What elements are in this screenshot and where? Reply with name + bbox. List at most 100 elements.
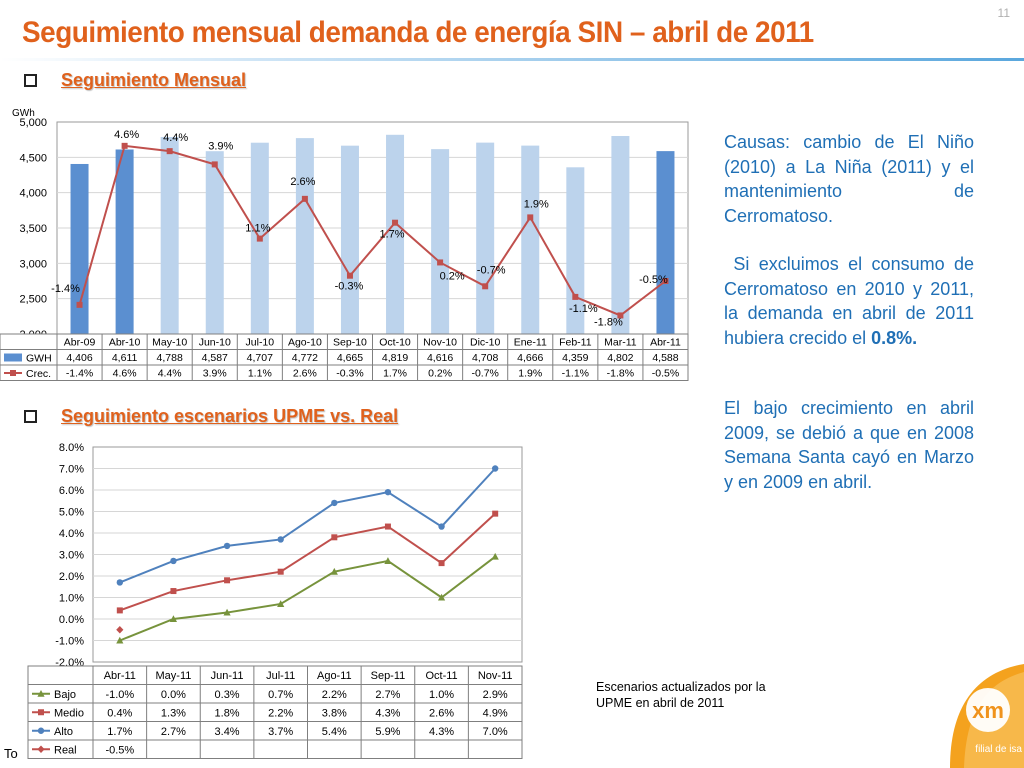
growth-point — [617, 312, 624, 319]
point-bajo — [277, 600, 285, 607]
series-line-medio — [119, 512, 496, 612]
table-crec-value: -1.1% — [562, 368, 589, 380]
monthly-demand-chart: GWh2,0002,5003,0003,5004,0004,5005,000-1… — [0, 108, 689, 381]
point-alto — [116, 579, 124, 586]
growth-point — [121, 142, 128, 149]
table-value-real: -0.5% — [105, 744, 134, 756]
y-tick-label: 6.0% — [59, 485, 84, 497]
table-value-alto: 5.9% — [375, 726, 400, 738]
y-tick-label: 3.0% — [59, 550, 84, 562]
table-gwh-value: 4,611 — [112, 352, 138, 364]
point-alto — [170, 557, 177, 565]
table-gwh-value: 4,772 — [292, 352, 318, 364]
x-category-label: Jun-10 — [199, 337, 231, 349]
bar-sep-10 — [340, 145, 359, 334]
x-category-label: Jul-10 — [246, 337, 275, 349]
table-value-medio: 3.8% — [322, 707, 347, 719]
x-category-label: Mar-11 — [604, 337, 637, 349]
table-value-medio: 1.8% — [215, 707, 240, 719]
x-category-label: Feb-11 — [559, 337, 592, 349]
y-tick-label: 0.0% — [59, 614, 84, 626]
growth-line — [78, 144, 667, 317]
y-tick-label: 2.0% — [59, 571, 84, 583]
growth-data-label: -1.4% — [51, 283, 80, 295]
table-value-bajo: 2.9% — [483, 689, 508, 701]
x-category-label: Sep-10 — [333, 337, 367, 349]
legend-gwh-label: GWH — [26, 353, 52, 365]
title-underline — [0, 58, 1024, 61]
x-category-label: Abr-11 — [650, 337, 681, 349]
growth-point — [166, 148, 173, 155]
logo-wordmark: xm — [972, 698, 1004, 723]
point-alto — [223, 542, 231, 550]
table-crec-value: 2.6% — [293, 368, 317, 380]
table-gwh-value: 4,359 — [562, 352, 588, 364]
growth-data-label: -0.5% — [639, 274, 668, 286]
side-causes-text: Causas: cambio de El Niño (2010) a La Ni… — [724, 130, 974, 228]
growth-data-label: 3.9% — [208, 140, 233, 152]
y-tick-label: 4.0% — [59, 528, 84, 540]
table-gwh-value: 4,666 — [517, 352, 543, 364]
side-excluding-value: 0.8%. — [871, 327, 918, 348]
series-line-bajo — [119, 555, 496, 642]
bar-oct-10 — [386, 134, 405, 334]
table-crec-value: -1.4% — [66, 368, 93, 380]
point-alto — [491, 465, 499, 472]
bar-abr-11 — [656, 151, 675, 334]
table-value-medio: 0.4% — [107, 707, 132, 719]
growth-data-label: 1.9% — [524, 198, 549, 210]
table-value-alto: 2.7% — [161, 726, 186, 738]
point-bajo — [223, 608, 231, 616]
growth-point — [392, 219, 399, 226]
legend-label-bajo: Bajo — [54, 689, 76, 701]
point-medio — [438, 560, 445, 567]
table-value-medio: 1.3% — [161, 707, 186, 719]
cut-off-text: To — [4, 746, 18, 761]
table-value-medio: 2.6% — [429, 707, 454, 719]
section-scenarios-title: Seguimiento escenarios UPME vs. Real — [61, 406, 399, 426]
y-tick-label: -1.0% — [55, 636, 84, 648]
legend-label-alto: Alto — [54, 726, 73, 738]
side-paragraph-causes: Causas: cambio de El Niño (2010) a La Ni… — [724, 132, 974, 226]
growth-data-label: -1.8% — [594, 316, 623, 328]
legend-label-medio: Medio — [54, 707, 84, 719]
growth-point — [256, 235, 263, 242]
table-crec-value: 4.4% — [158, 368, 182, 380]
x-category-label: Nov-10 — [423, 337, 457, 349]
table-crec-value: -1.8% — [607, 368, 634, 380]
table-value-bajo: 2.2% — [322, 689, 347, 701]
point-bajo — [437, 593, 446, 601]
growth-point — [527, 214, 534, 221]
x-category-label: May-11 — [156, 670, 192, 682]
point-alto — [438, 523, 445, 530]
section-monthly-title: Seguimiento Mensual — [61, 70, 247, 90]
growth-point — [572, 293, 579, 300]
table-value-alto: 3.4% — [215, 726, 240, 738]
section-scenarios: Seguimiento escenarios UPME vs. Real — [24, 406, 398, 427]
logo-circle-icon — [966, 688, 1010, 732]
table-value-medio: 4.9% — [483, 707, 508, 719]
growth-point — [76, 301, 83, 308]
y-tick-label: 3,500 — [19, 223, 47, 235]
table-gwh-value: 4,708 — [472, 352, 498, 364]
x-category-label: Abr-11 — [104, 670, 136, 682]
bar-jun-10 — [205, 151, 224, 334]
table-crec-value: 1.1% — [248, 368, 272, 380]
table-value-bajo: 0.7% — [268, 689, 293, 701]
data-table — [0, 333, 689, 381]
side-paragraph-april: El bajo crecimiento en abril 2009, se de… — [724, 398, 974, 492]
table-value-medio: 4.3% — [375, 707, 400, 719]
bar-nov-10 — [431, 149, 450, 334]
x-category-label: Abr-09 — [64, 337, 96, 349]
growth-data-label: 0.2% — [440, 270, 465, 282]
point-medio — [224, 577, 231, 584]
growth-data-label: 4.4% — [163, 132, 188, 144]
table-crec-value: 4.6% — [113, 368, 137, 380]
point-bajo — [330, 567, 338, 575]
logo-tagline: filial de isa — [975, 744, 1022, 755]
table-gwh-value: 4,665 — [337, 352, 363, 364]
x-category-label: Ene-11 — [514, 337, 547, 349]
point-medio — [331, 534, 338, 541]
checkbox-bullet-icon — [24, 74, 37, 87]
y-tick-label: 5.0% — [59, 507, 84, 519]
